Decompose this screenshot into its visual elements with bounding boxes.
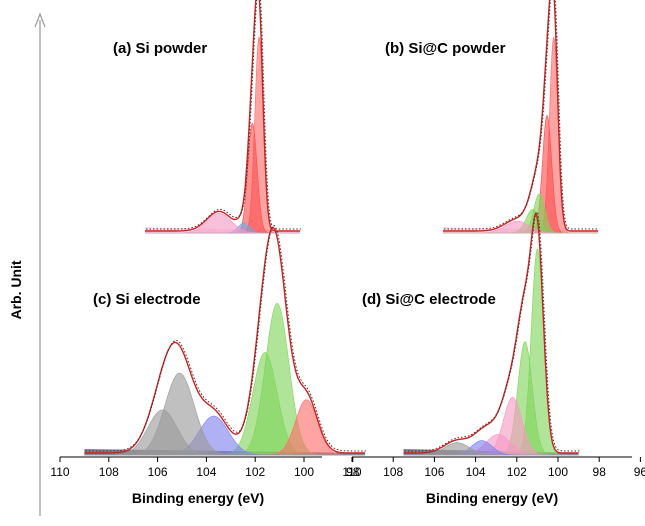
panel-c-x-tick-label: 104 [196, 465, 216, 479]
panel-d-fit-envelope [403, 213, 579, 454]
panel-c-x-tick-label: 100 [294, 465, 314, 479]
panel-d-x-tick-label: 100 [548, 465, 568, 479]
panel-d-title: (d) Si@C electrode [362, 291, 496, 308]
y-axis-arrow-icon [34, 12, 46, 28]
panel-b-fit-envelope [443, 0, 598, 232]
panel-a-title: (a) Si powder [113, 40, 207, 57]
panel-d-x-tick-label: 110 [342, 465, 361, 479]
panel-d-x-tick-label: 98 [593, 465, 607, 479]
panel-a: (a) Si powder [113, 0, 301, 234]
panel-d-x-tick-label: 108 [383, 465, 403, 479]
panel-d-component-c1 [403, 248, 579, 456]
panel-b-component-c5 [443, 220, 598, 234]
panel-a-fit-envelope [145, 0, 300, 232]
panel-a-component-c4 [145, 213, 300, 234]
panel-d-x-tick-label: 106 [424, 465, 444, 479]
panel-d-x-axis-label: Binding energy (eV) [426, 490, 558, 506]
panel-a-raw-data [146, 0, 301, 230]
panel-d-raw-data [404, 211, 580, 452]
panel-c-x-tick-label: 110 [50, 465, 69, 479]
panel-c-x-axis-label: Binding energy (eV) [132, 490, 264, 506]
panel-b-raw-data [444, 0, 599, 230]
panel-d-component-c6 [403, 442, 579, 456]
panel-c-title: (c) Si electrode [93, 291, 201, 308]
panel-c-x-tick-label: 108 [99, 465, 119, 479]
panel-a-component-c1 [145, 36, 300, 234]
panel-c-fit-envelope [84, 226, 365, 454]
panel-d-x-tick-label: 104 [466, 465, 486, 479]
panel-c: (c) Si electrode Binding energy (eV) 110… [50, 225, 366, 506]
panel-c-raw-data [85, 225, 366, 452]
y-axis-label: Arb. Unit [8, 260, 24, 319]
panel-d-x-tick-label: 96 [634, 465, 645, 479]
panel-b-title: (b) Si@C powder [385, 40, 506, 57]
panel-d: (d) Si@C electrode Binding energy (eV) 1… [342, 211, 645, 506]
panel-c-x-tick-label: 98 [346, 465, 360, 479]
panel-c-component-c6 [84, 409, 365, 456]
panel-b: (b) Si@C powder [385, 0, 599, 234]
panel-c-x-tick-label: 102 [245, 465, 265, 479]
panel-b-component-c1 [443, 36, 598, 234]
panel-d-x-tick-label: 102 [507, 465, 527, 479]
panel-c-x-tick-label: 106 [148, 465, 168, 479]
